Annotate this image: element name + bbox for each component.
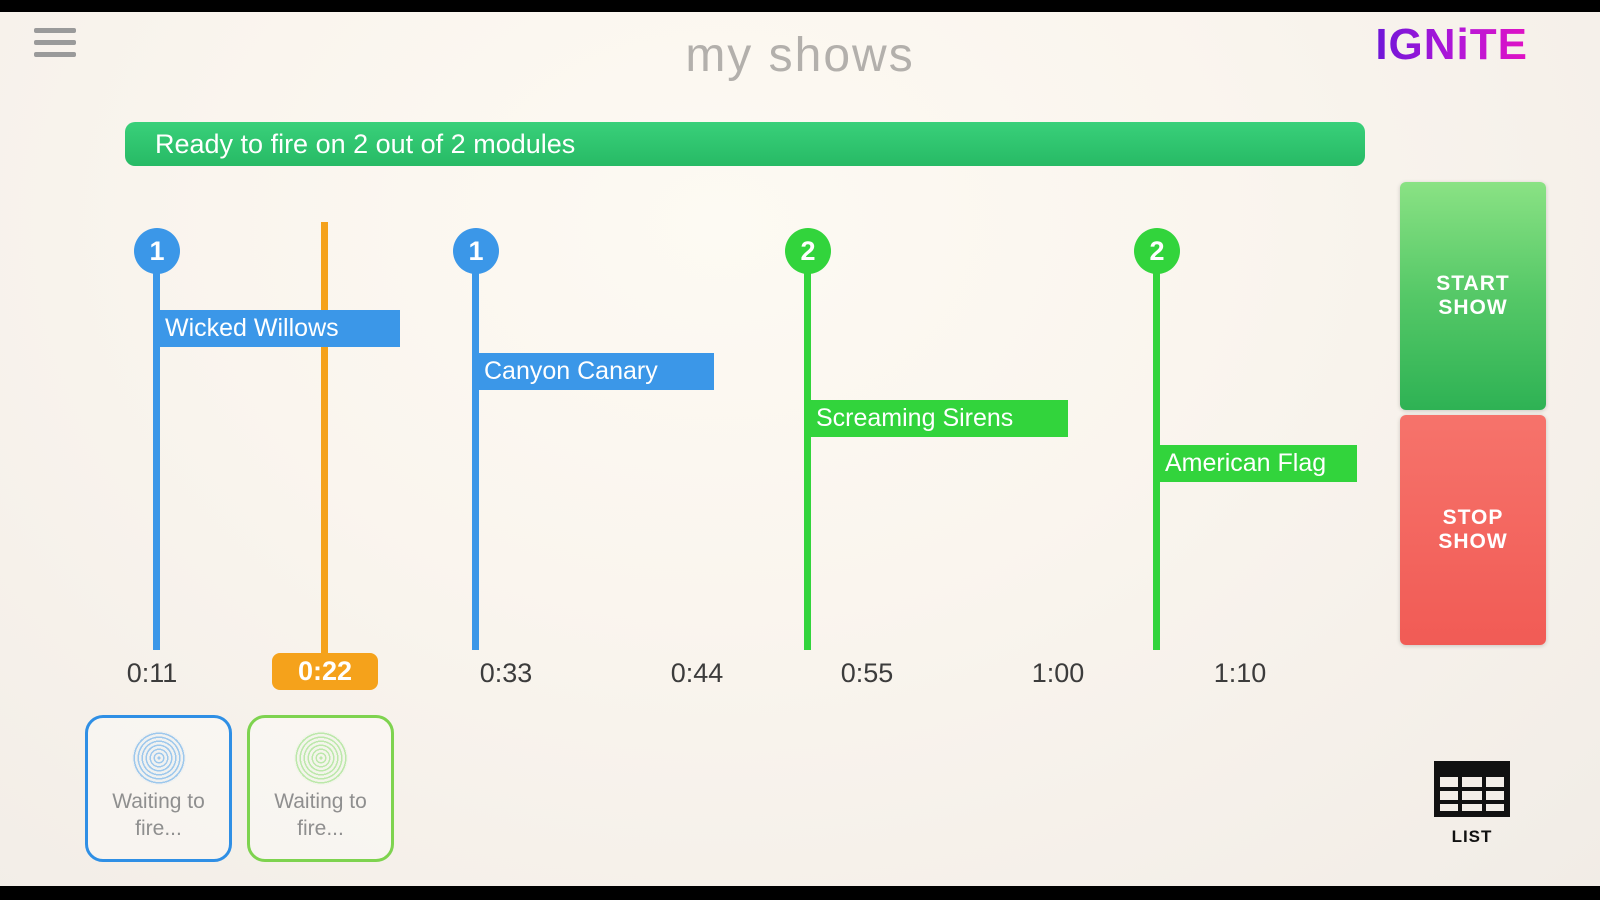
bottom-letterbox-bar bbox=[0, 886, 1600, 900]
cue-module-badge[interactable]: 1 bbox=[453, 228, 499, 274]
table-grid-icon bbox=[1434, 761, 1510, 817]
playhead-time-badge[interactable]: 0:22 bbox=[272, 653, 378, 690]
cue-line bbox=[804, 272, 811, 650]
time-label: 1:10 bbox=[1213, 658, 1267, 688]
module-status-text: Waiting to fire... bbox=[274, 790, 367, 841]
cue-line bbox=[153, 272, 160, 650]
ready-status-banner: Ready to fire on 2 out of 2 modules bbox=[125, 122, 1365, 166]
top-letterbox-bar bbox=[0, 0, 1600, 12]
cue-label[interactable]: Screaming Sirens bbox=[806, 400, 1068, 437]
cue-module-badge[interactable]: 2 bbox=[1134, 228, 1180, 274]
page-title: my shows bbox=[685, 29, 915, 82]
time-label: 0:33 bbox=[479, 658, 533, 688]
module-fire-orb-icon bbox=[131, 731, 186, 785]
time-label: 0:55 bbox=[840, 658, 894, 688]
playhead-line[interactable] bbox=[321, 222, 328, 653]
ignite-logo: IGNiTE bbox=[1375, 20, 1528, 69]
module-card-2[interactable]: Waiting to fire... bbox=[247, 715, 394, 862]
cue-label[interactable]: American Flag bbox=[1155, 445, 1357, 482]
cue-module-badge[interactable]: 2 bbox=[785, 228, 831, 274]
list-view-button[interactable]: LIST bbox=[1430, 760, 1514, 847]
cue-module-badge[interactable]: 1 bbox=[134, 228, 180, 274]
module-card-1[interactable]: Waiting to fire... bbox=[85, 715, 232, 862]
time-label: 0:44 bbox=[670, 658, 724, 688]
time-label: 1:00 bbox=[1031, 658, 1085, 688]
start-show-label: START SHOW bbox=[1436, 272, 1510, 319]
start-show-button[interactable]: START SHOW bbox=[1400, 182, 1546, 410]
module-status-text: Waiting to fire... bbox=[112, 790, 205, 841]
time-label: 0:11 bbox=[126, 658, 178, 688]
cue-label[interactable]: Wicked Willows bbox=[155, 310, 400, 347]
cue-label[interactable]: Canyon Canary bbox=[474, 353, 714, 390]
cue-line bbox=[472, 272, 479, 650]
module-fire-orb-icon bbox=[293, 731, 348, 785]
stop-show-button[interactable]: STOP SHOW bbox=[1400, 415, 1546, 645]
list-label: LIST bbox=[1451, 827, 1493, 846]
hamburger-menu-icon[interactable] bbox=[34, 28, 76, 64]
stop-show-label: STOP SHOW bbox=[1438, 506, 1508, 553]
